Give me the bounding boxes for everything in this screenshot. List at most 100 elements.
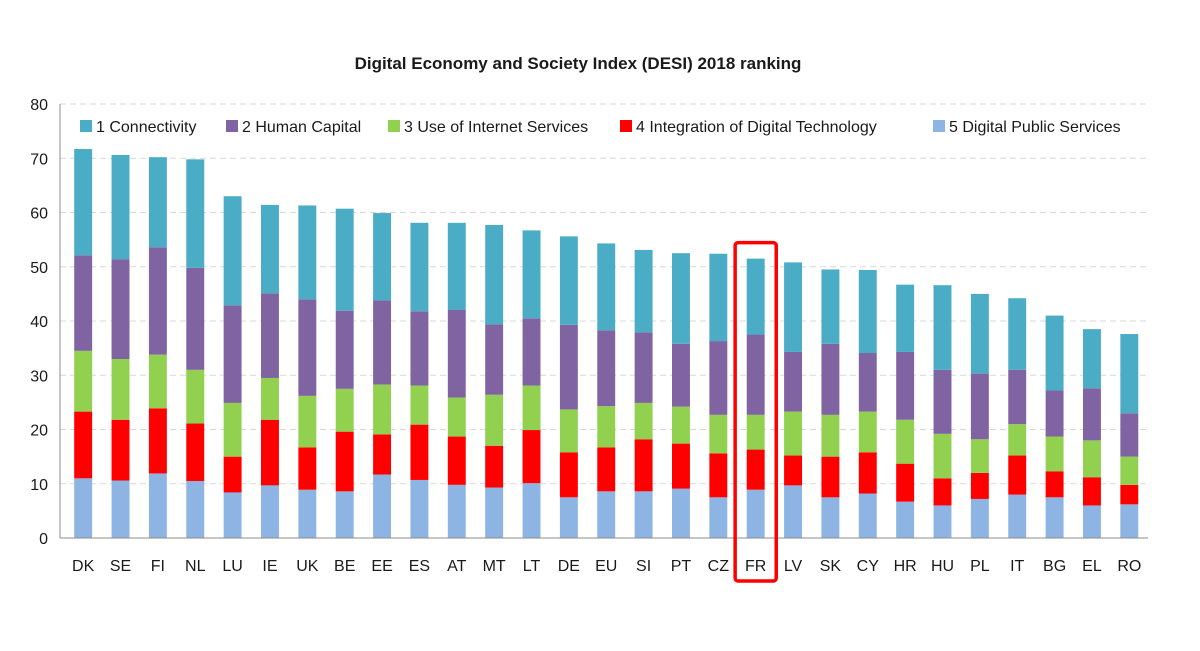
bar-mt-series-1: [485, 487, 504, 538]
bar-mt-series-3: [485, 394, 504, 446]
bar-eu-series-5: [597, 243, 616, 331]
legend-swatch-3: [388, 120, 400, 132]
y-tick-label: 40: [30, 314, 48, 331]
y-tick-label: 50: [30, 260, 48, 277]
bar-fi-series-5: [148, 157, 167, 248]
x-tick-label-sk: SK: [820, 558, 842, 575]
x-tick-label-hu: HU: [931, 558, 954, 575]
bar-nl-series-1: [186, 481, 205, 538]
bar-hu-series-5: [933, 285, 952, 370]
bar-be-series-5: [335, 208, 354, 311]
bar-sk-series-2: [821, 456, 840, 498]
bar-cy-series-4: [858, 353, 877, 412]
y-tick-label: 0: [39, 531, 48, 548]
bar-pt-series-3: [672, 406, 690, 444]
bar-el-series-5: [1082, 329, 1101, 389]
bar-be-series-4: [335, 310, 354, 389]
bar-lu-series-5: [223, 196, 242, 306]
bar-si-series-1: [634, 491, 653, 538]
x-tick-label-ro: RO: [1117, 558, 1141, 575]
bar-de-series-1: [559, 497, 578, 538]
bar-fi-series-4: [148, 247, 167, 355]
bar-hu-series-3: [933, 433, 952, 479]
bar-es-series-4: [410, 311, 429, 386]
bar-es-series-5: [410, 222, 429, 312]
x-tick-label-se: SE: [110, 558, 131, 575]
bar-bg-series-4: [1045, 390, 1064, 437]
bar-cz-series-1: [709, 497, 728, 538]
bar-el-series-1: [1082, 505, 1101, 538]
bar-hr-series-3: [896, 419, 915, 464]
legend-label-1: 1 Connectivity: [96, 119, 197, 136]
bar-pl-series-4: [970, 373, 989, 440]
bar-ie-series-3: [261, 377, 279, 420]
legend-swatch-1: [80, 120, 92, 132]
bar-bg-series-2: [1045, 471, 1064, 498]
bar-hu-series-4: [933, 369, 952, 434]
x-tick-label-fr: FR: [745, 558, 766, 575]
bar-eu-series-2: [597, 447, 616, 492]
x-tick-label-bg: BG: [1043, 558, 1066, 575]
bar-it-series-4: [1008, 369, 1027, 425]
x-tick-label-ee: EE: [371, 558, 392, 575]
bar-at-series-5: [447, 222, 466, 310]
bar-de-series-5: [559, 236, 578, 325]
bar-at-series-1: [447, 484, 466, 538]
x-tick-label-mt: MT: [483, 558, 506, 575]
bar-be-series-2: [335, 431, 354, 492]
y-tick-label: 10: [30, 477, 48, 494]
bar-ee-series-2: [373, 434, 392, 475]
bar-lv-series-1: [784, 485, 803, 538]
y-tick-label: 20: [30, 423, 48, 440]
bar-lt-series-2: [522, 430, 541, 484]
bar-it-series-1: [1008, 494, 1027, 538]
bar-es-series-1: [410, 479, 429, 538]
bar-be-series-3: [335, 388, 354, 432]
bar-lu-series-1: [223, 492, 242, 538]
bar-lt-series-5: [522, 230, 541, 319]
x-tick-label-lu: LU: [222, 558, 242, 575]
y-tick-label: 70: [30, 151, 48, 168]
bar-uk-series-4: [298, 299, 317, 396]
bar-de-series-2: [559, 452, 578, 498]
bar-de-series-3: [559, 409, 578, 453]
y-tick-label: 60: [30, 206, 48, 223]
bar-lv-series-3: [784, 411, 803, 456]
x-tick-label-el: EL: [1082, 558, 1102, 575]
legend-swatch-4: [620, 120, 632, 132]
bar-dk-series-5: [74, 149, 93, 256]
bar-hr-series-5: [896, 284, 915, 352]
legend-label-3: 3 Use of Internet Services: [404, 119, 588, 136]
bar-uk-series-5: [298, 205, 317, 300]
legend-swatch-5: [933, 120, 945, 132]
bar-pl-series-3: [970, 439, 989, 473]
bar-ee-series-4: [373, 300, 392, 385]
bar-fr-series-5: [746, 258, 765, 335]
bar-ee-series-1: [373, 474, 392, 538]
bar-pt-series-2: [672, 443, 690, 489]
bar-lt-series-3: [522, 385, 541, 431]
bar-si-series-5: [634, 249, 653, 333]
bar-ie-series-4: [261, 293, 279, 378]
x-tick-label-es: ES: [409, 558, 430, 575]
bar-nl-series-5: [186, 159, 205, 268]
bar-el-series-3: [1082, 440, 1101, 478]
bar-fi-series-2: [148, 408, 167, 474]
legend-swatch-2: [226, 120, 238, 132]
x-tick-label-cz: CZ: [708, 558, 730, 575]
x-tick-label-pl: PL: [970, 558, 990, 575]
x-tick-label-hr: HR: [894, 558, 917, 575]
legend-label-4: 4 Integration of Digital Technology: [636, 119, 877, 136]
x-tick-label-uk: UK: [296, 558, 319, 575]
bar-fr-series-2: [746, 449, 765, 490]
bar-at-series-3: [447, 397, 466, 437]
bar-sk-series-5: [821, 269, 840, 344]
bar-hr-series-2: [896, 463, 915, 502]
bar-fr-series-3: [746, 414, 765, 450]
bar-se-series-2: [111, 419, 130, 481]
x-tick-label-fi: FI: [151, 558, 165, 575]
x-tick-label-de: DE: [558, 558, 580, 575]
x-tick-label-dk: DK: [72, 558, 95, 575]
x-tick-label-pt: PT: [671, 558, 692, 575]
